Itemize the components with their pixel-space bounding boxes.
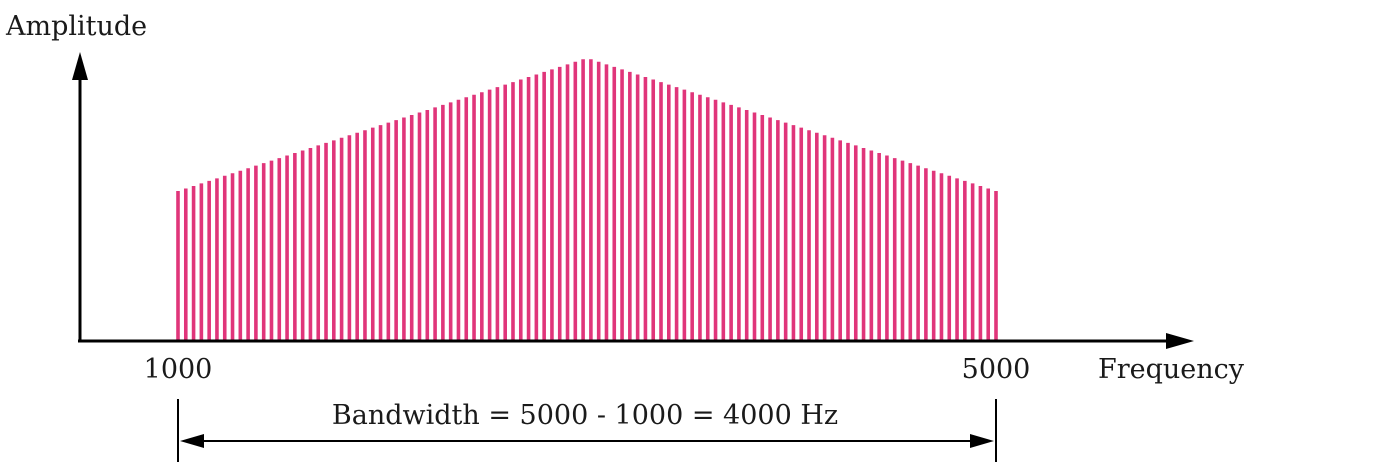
- bandwidth-arrowhead-right: [970, 434, 994, 448]
- tick-label-start: 1000: [144, 354, 213, 385]
- bandwidth-label: Bandwidth = 5000 - 1000 = 4000 Hz: [332, 400, 838, 431]
- y-axis-arrowhead: [72, 52, 88, 80]
- x-axis-label: Frequency: [1098, 354, 1245, 385]
- x-axis-arrowhead: [1166, 333, 1194, 349]
- bandwidth-arrowhead-left: [180, 434, 204, 448]
- tick-label-end: 5000: [962, 354, 1031, 385]
- spectrum-lines: [176, 59, 998, 341]
- y-axis-label: Amplitude: [5, 11, 147, 42]
